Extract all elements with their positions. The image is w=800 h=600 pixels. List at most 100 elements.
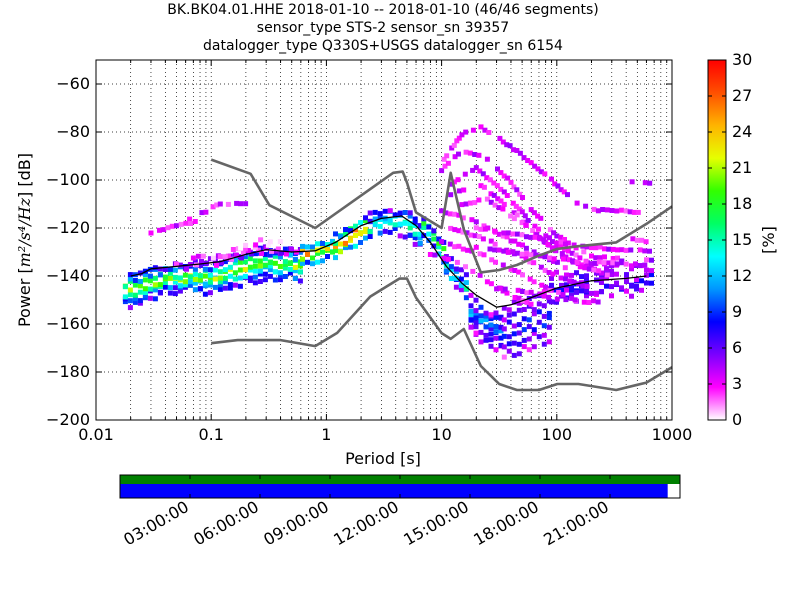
heatmap-cell: [500, 206, 506, 212]
heatmap-cell: [524, 234, 529, 240]
heatmap-cell: [628, 247, 634, 253]
heatmap-cell: [521, 307, 527, 312]
heatmap-cell: [498, 198, 504, 204]
heatmap-cell: [515, 250, 520, 256]
heatmap-cell: [453, 275, 459, 281]
heatmap-cell: [488, 238, 494, 244]
heatmap-cell: [642, 248, 648, 254]
heatmap-cell: [508, 266, 514, 272]
heatmap-cell: [472, 152, 478, 157]
y-tick-label: −80: [56, 122, 90, 141]
heatmap-cell: [488, 312, 494, 318]
heatmap-cell: [267, 252, 273, 258]
heatmap-cell: [609, 208, 615, 213]
heatmap-cell: [541, 289, 547, 295]
heatmap-cell: [594, 290, 599, 296]
heatmap-cell: [297, 263, 303, 269]
plot-frame: [95, 59, 673, 421]
heatmap-cell: [567, 278, 573, 284]
heatmap-cell: [558, 187, 564, 193]
heatmap-cell: [402, 234, 408, 240]
heatmap-cell: [520, 289, 526, 294]
heatmap-cell: [372, 209, 378, 215]
x-tick-label: 1: [321, 425, 331, 444]
heatmap-cell: [501, 201, 507, 207]
heatmap-cell: [483, 332, 489, 338]
heatmap-cell: [167, 290, 173, 296]
heatmap-cell: [614, 208, 620, 214]
heatmap-cell: [549, 176, 554, 182]
heatmap-cell: [506, 312, 512, 318]
heatmap-cell: [515, 231, 520, 237]
heatmap-cell: [501, 230, 507, 236]
heatmap-cell: [122, 284, 128, 290]
heatmap-cell: [577, 264, 583, 270]
heatmap-cell: [227, 285, 233, 291]
heatmap-cell: [258, 237, 264, 243]
heatmap-cell: [183, 220, 189, 226]
heatmap-cell: [510, 249, 516, 255]
heatmap-cell: [137, 298, 143, 304]
heatmap-cell: [567, 257, 572, 263]
heatmap-cell: [604, 266, 609, 272]
heatmap-cell: [197, 286, 203, 292]
heatmap-cell: [606, 260, 612, 266]
heatmap-cell: [200, 253, 206, 259]
heatmap-cell: [550, 271, 556, 277]
axes: 0.01 0.1 1 10 100 1000 −200 −180 −160 −140 −120 −10…: [46, 60, 692, 444]
heatmap-cell: [305, 244, 310, 250]
heatmap-cell: [554, 240, 560, 246]
heatmap-cell: [537, 235, 542, 241]
timeline-tick-label: 06:00:00: [190, 497, 262, 549]
heatmap-cell: [520, 195, 525, 200]
heatmap-cell: [387, 217, 393, 223]
heatmap-cell: [262, 262, 268, 268]
heatmap-cell: [310, 255, 315, 261]
colorbar-tick-label: 15: [732, 230, 752, 249]
heatmap-cell: [377, 211, 383, 217]
heatmap-cell: [569, 272, 574, 278]
heatmap-cell: [182, 279, 188, 285]
heatmap-cell: [551, 256, 557, 262]
heatmap-cell: [546, 315, 552, 321]
heatmap-cell: [377, 230, 383, 236]
heatmap-cell: [500, 139, 506, 145]
heatmap-cell: [532, 223, 538, 229]
heatmap-cell: [519, 209, 525, 215]
heatmap-cell: [310, 261, 315, 267]
heatmap-cell: [219, 260, 224, 266]
heatmap-cell: [252, 274, 258, 280]
heatmap-cell: [596, 259, 602, 265]
heatmap-cell: [519, 220, 525, 226]
heatmap-cell: [531, 311, 537, 317]
heatmap-cell: [242, 246, 248, 252]
heatmap-cell: [478, 183, 484, 189]
heatmap-cell: [570, 258, 575, 264]
heatmap-cell: [463, 201, 469, 207]
heatmap-cell: [521, 337, 527, 343]
heatmap-cell: [262, 256, 268, 262]
heatmap-cell: [510, 231, 516, 237]
heatmap-cell: [477, 272, 483, 278]
heatmap-cell: [565, 248, 571, 254]
heatmap-cell: [531, 210, 537, 216]
heatmap-cell: [338, 249, 343, 255]
heatmap-cell: [243, 242, 249, 248]
heatmap-cell: [439, 168, 445, 174]
heatmap-cell: [412, 235, 418, 241]
heatmap-cell: [412, 216, 418, 222]
heatmap-cell: [192, 259, 198, 265]
heatmap-cell: [227, 282, 233, 288]
heatmap-cell: [451, 179, 457, 185]
heatmap-cell: [152, 282, 158, 288]
heatmap-cell: [580, 283, 586, 289]
heatmap-cell: [367, 229, 373, 235]
heatmap-cell: [242, 259, 248, 265]
heatmap-cell: [542, 254, 548, 260]
heatmap-cell: [584, 288, 589, 294]
heatmap-cell: [473, 165, 479, 171]
heatmap-cell: [549, 299, 554, 305]
heatmap-cell: [541, 313, 547, 319]
figure-title-line-2: sensor_type STS-2 sensor_sn 39357: [256, 20, 510, 36]
heatmap-cell: [172, 267, 178, 273]
